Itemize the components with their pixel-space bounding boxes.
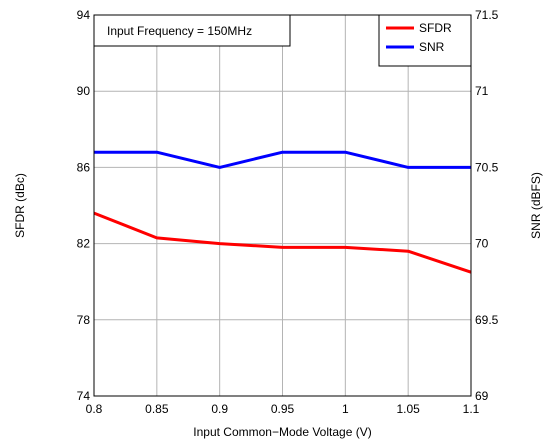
x-tick-label: 1.1	[463, 402, 480, 416]
y-left-tick-label: 78	[77, 313, 91, 327]
y-right-tick-label: 69	[475, 389, 489, 403]
y-left-tick-labels: 74 78 82 86 90 94	[77, 8, 91, 403]
y-left-tick-label: 86	[77, 160, 91, 174]
legend-label-snr: SNR	[419, 40, 445, 54]
annotation-text: Input Frequency = 150MHz	[107, 24, 252, 38]
y-right-tick-label: 71	[475, 84, 489, 98]
x-axis-label: Input Common−Mode Voltage (V)	[193, 425, 371, 439]
y-left-tick-label: 94	[77, 8, 91, 22]
y-left-tick-label: 82	[77, 237, 91, 251]
x-tick-label: 1.05	[396, 402, 420, 416]
legend-label-sfdr: SFDR	[419, 21, 452, 35]
legend: SFDR SNR	[378, 14, 472, 67]
x-tick-label: 0.8	[86, 402, 103, 416]
y-left-tick-label: 90	[77, 84, 91, 98]
series-line-snr	[94, 150, 471, 169]
annotation-box	[93, 14, 291, 47]
x-tick-labels: 0.8 0.85 0.9 0.95 1 1.05 1.1	[86, 402, 480, 416]
y-right-tick-label: 70.5	[475, 160, 499, 174]
y-right-tick-labels: 69 69.5 70 70.5 71 71.5	[475, 8, 499, 403]
x-tick-label: 0.95	[271, 402, 295, 416]
y-left-axis-label: SFDR (dBc)	[13, 173, 27, 238]
x-tick-label: 0.9	[211, 402, 228, 416]
y-right-axis-label: SNR (dBFS)	[529, 172, 543, 239]
y-right-tick-label: 70	[475, 237, 489, 251]
y-right-tick-label: 71.5	[475, 8, 499, 22]
grid-lines	[94, 15, 471, 396]
y-left-tick-label: 74	[77, 389, 91, 403]
x-tick-label: 0.85	[145, 402, 169, 416]
series-line-sfdr	[93, 211, 472, 274]
x-tick-label: 1	[342, 402, 349, 416]
legend-box	[378, 14, 472, 67]
y-right-tick-label: 69.5	[475, 313, 499, 327]
